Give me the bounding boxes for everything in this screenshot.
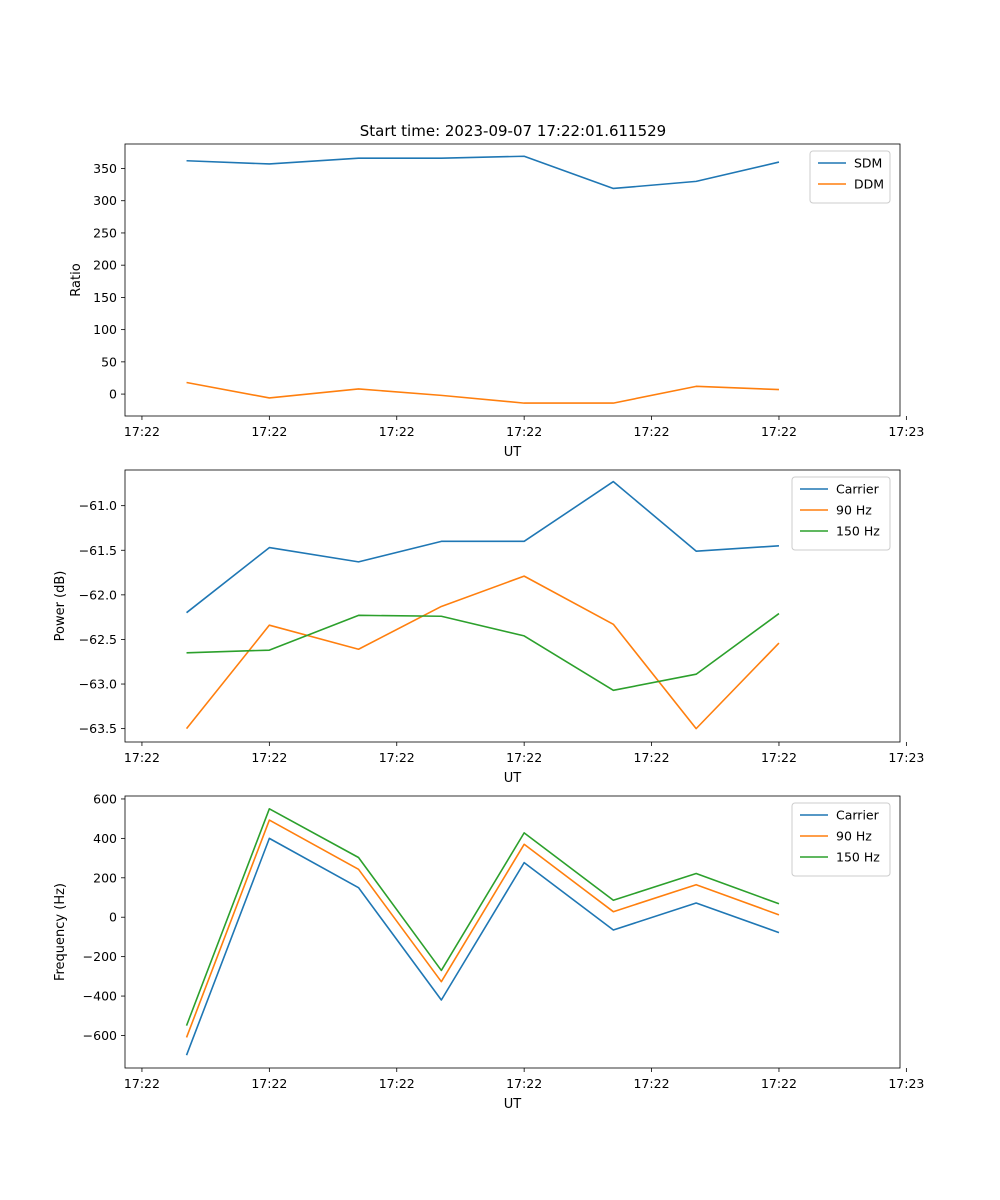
- y-tick-label: 250: [93, 225, 117, 240]
- x-tick-label: 17:22: [379, 1076, 415, 1091]
- y-axis-label: Ratio: [69, 263, 84, 296]
- series-line-sdm: [186, 155, 780, 190]
- legend: SDM DDM: [809, 150, 891, 204]
- x-tick-label: 17:22: [124, 1076, 160, 1091]
- legend-label: 150 Hz: [836, 524, 880, 539]
- x-tick-label: 17:22: [379, 424, 415, 439]
- x-axis-label: UT: [504, 445, 522, 460]
- x-tick-label: 17:23: [888, 750, 924, 765]
- y-tick-label: −61.5: [79, 543, 117, 558]
- plot-frame: [124, 469, 901, 743]
- y-tick-label: 600: [93, 791, 117, 806]
- y-axis-label: Power (dB): [53, 571, 68, 642]
- y-tick-label: 200: [93, 258, 117, 273]
- y-tick-label: −62.0: [79, 587, 117, 602]
- series-line-90-hz: [185, 819, 780, 1038]
- y-tick-label: 350: [93, 161, 117, 176]
- y-tick-label: −200: [83, 949, 117, 964]
- x-axis-label: UT: [504, 771, 522, 786]
- series-line-90-hz: [185, 575, 780, 730]
- x-tick-label: 17:22: [251, 750, 287, 765]
- figure-title: Start time: 2023-09-07 17:22:01.611529: [360, 122, 666, 140]
- x-axis-label: UT: [504, 1097, 522, 1112]
- x-tick-label: 17:22: [634, 750, 670, 765]
- legend-label: Carrier: [836, 808, 880, 823]
- x-tick-label: 17:23: [888, 424, 924, 439]
- y-tick-label: 300: [93, 193, 117, 208]
- x-tick-label: 17:22: [379, 750, 415, 765]
- legend-label: SDM: [854, 156, 882, 171]
- y-tick-label: 0: [109, 387, 117, 402]
- legend: Carrier 90 Hz 150 Hz: [791, 802, 891, 877]
- y-tick-label: −63.5: [79, 721, 117, 736]
- y-tick-label: −63.0: [79, 677, 117, 692]
- x-tick-label: 17:22: [761, 750, 797, 765]
- y-tick-label: 0: [109, 910, 117, 925]
- x-tick-label: 17:22: [761, 1076, 797, 1091]
- x-tick-label: 17:22: [124, 424, 160, 439]
- x-tick-label: 17:22: [506, 424, 542, 439]
- legend-label: DDM: [854, 177, 884, 192]
- legend-box: [809, 150, 891, 204]
- legend: Carrier 90 Hz 150 Hz: [791, 476, 891, 551]
- series-line-150-hz: [185, 808, 780, 1026]
- legend-label: Carrier: [836, 482, 880, 497]
- x-tick-label: 17:22: [506, 1076, 542, 1091]
- x-tick-label: 17:22: [124, 750, 160, 765]
- y-tick-label: 400: [93, 831, 117, 846]
- series-line-carrier: [185, 837, 780, 1056]
- y-tick-label: −61.0: [79, 498, 117, 513]
- x-tick-label: 17:22: [506, 750, 542, 765]
- panel-2: 17:22 17:22 17:22 17:22 17:22 17:22 17:23 UT −63…: [53, 469, 924, 786]
- x-tick-label: 17:22: [634, 1076, 670, 1091]
- y-axis-label: Frequency (Hz): [53, 883, 68, 981]
- legend-label: 150 Hz: [836, 850, 880, 865]
- y-tick-label: 200: [93, 870, 117, 885]
- x-tick-label: 17:23: [888, 1076, 924, 1091]
- y-tick-label: −62.5: [79, 632, 117, 647]
- y-tick-label: 50: [101, 354, 117, 369]
- panel-1: 17:22 17:22 17:22 17:22 17:22 17:22 17:23 UT 0 50…: [69, 143, 924, 460]
- y-tick-label: 150: [93, 290, 117, 305]
- y-tick-label: −400: [83, 989, 117, 1004]
- y-tick-label: −600: [83, 1028, 117, 1043]
- x-tick-label: 17:22: [761, 424, 797, 439]
- plot-frame: [124, 795, 901, 1069]
- series-line-150-hz: [186, 612, 780, 692]
- series-line-ddm: [186, 381, 780, 404]
- x-tick-label: 17:22: [634, 424, 670, 439]
- legend-label: 90 Hz: [836, 829, 872, 844]
- y-tick-label: 100: [93, 322, 117, 337]
- x-tick-label: 17:22: [251, 1076, 287, 1091]
- x-tick-label: 17:22: [251, 424, 287, 439]
- panel-3: 17:22 17:22 17:22 17:22 17:22 17:22 17:23 UT −60…: [53, 791, 924, 1112]
- plot-frame: [124, 143, 901, 417]
- legend-label: 90 Hz: [836, 503, 872, 518]
- series-line-carrier: [186, 480, 780, 614]
